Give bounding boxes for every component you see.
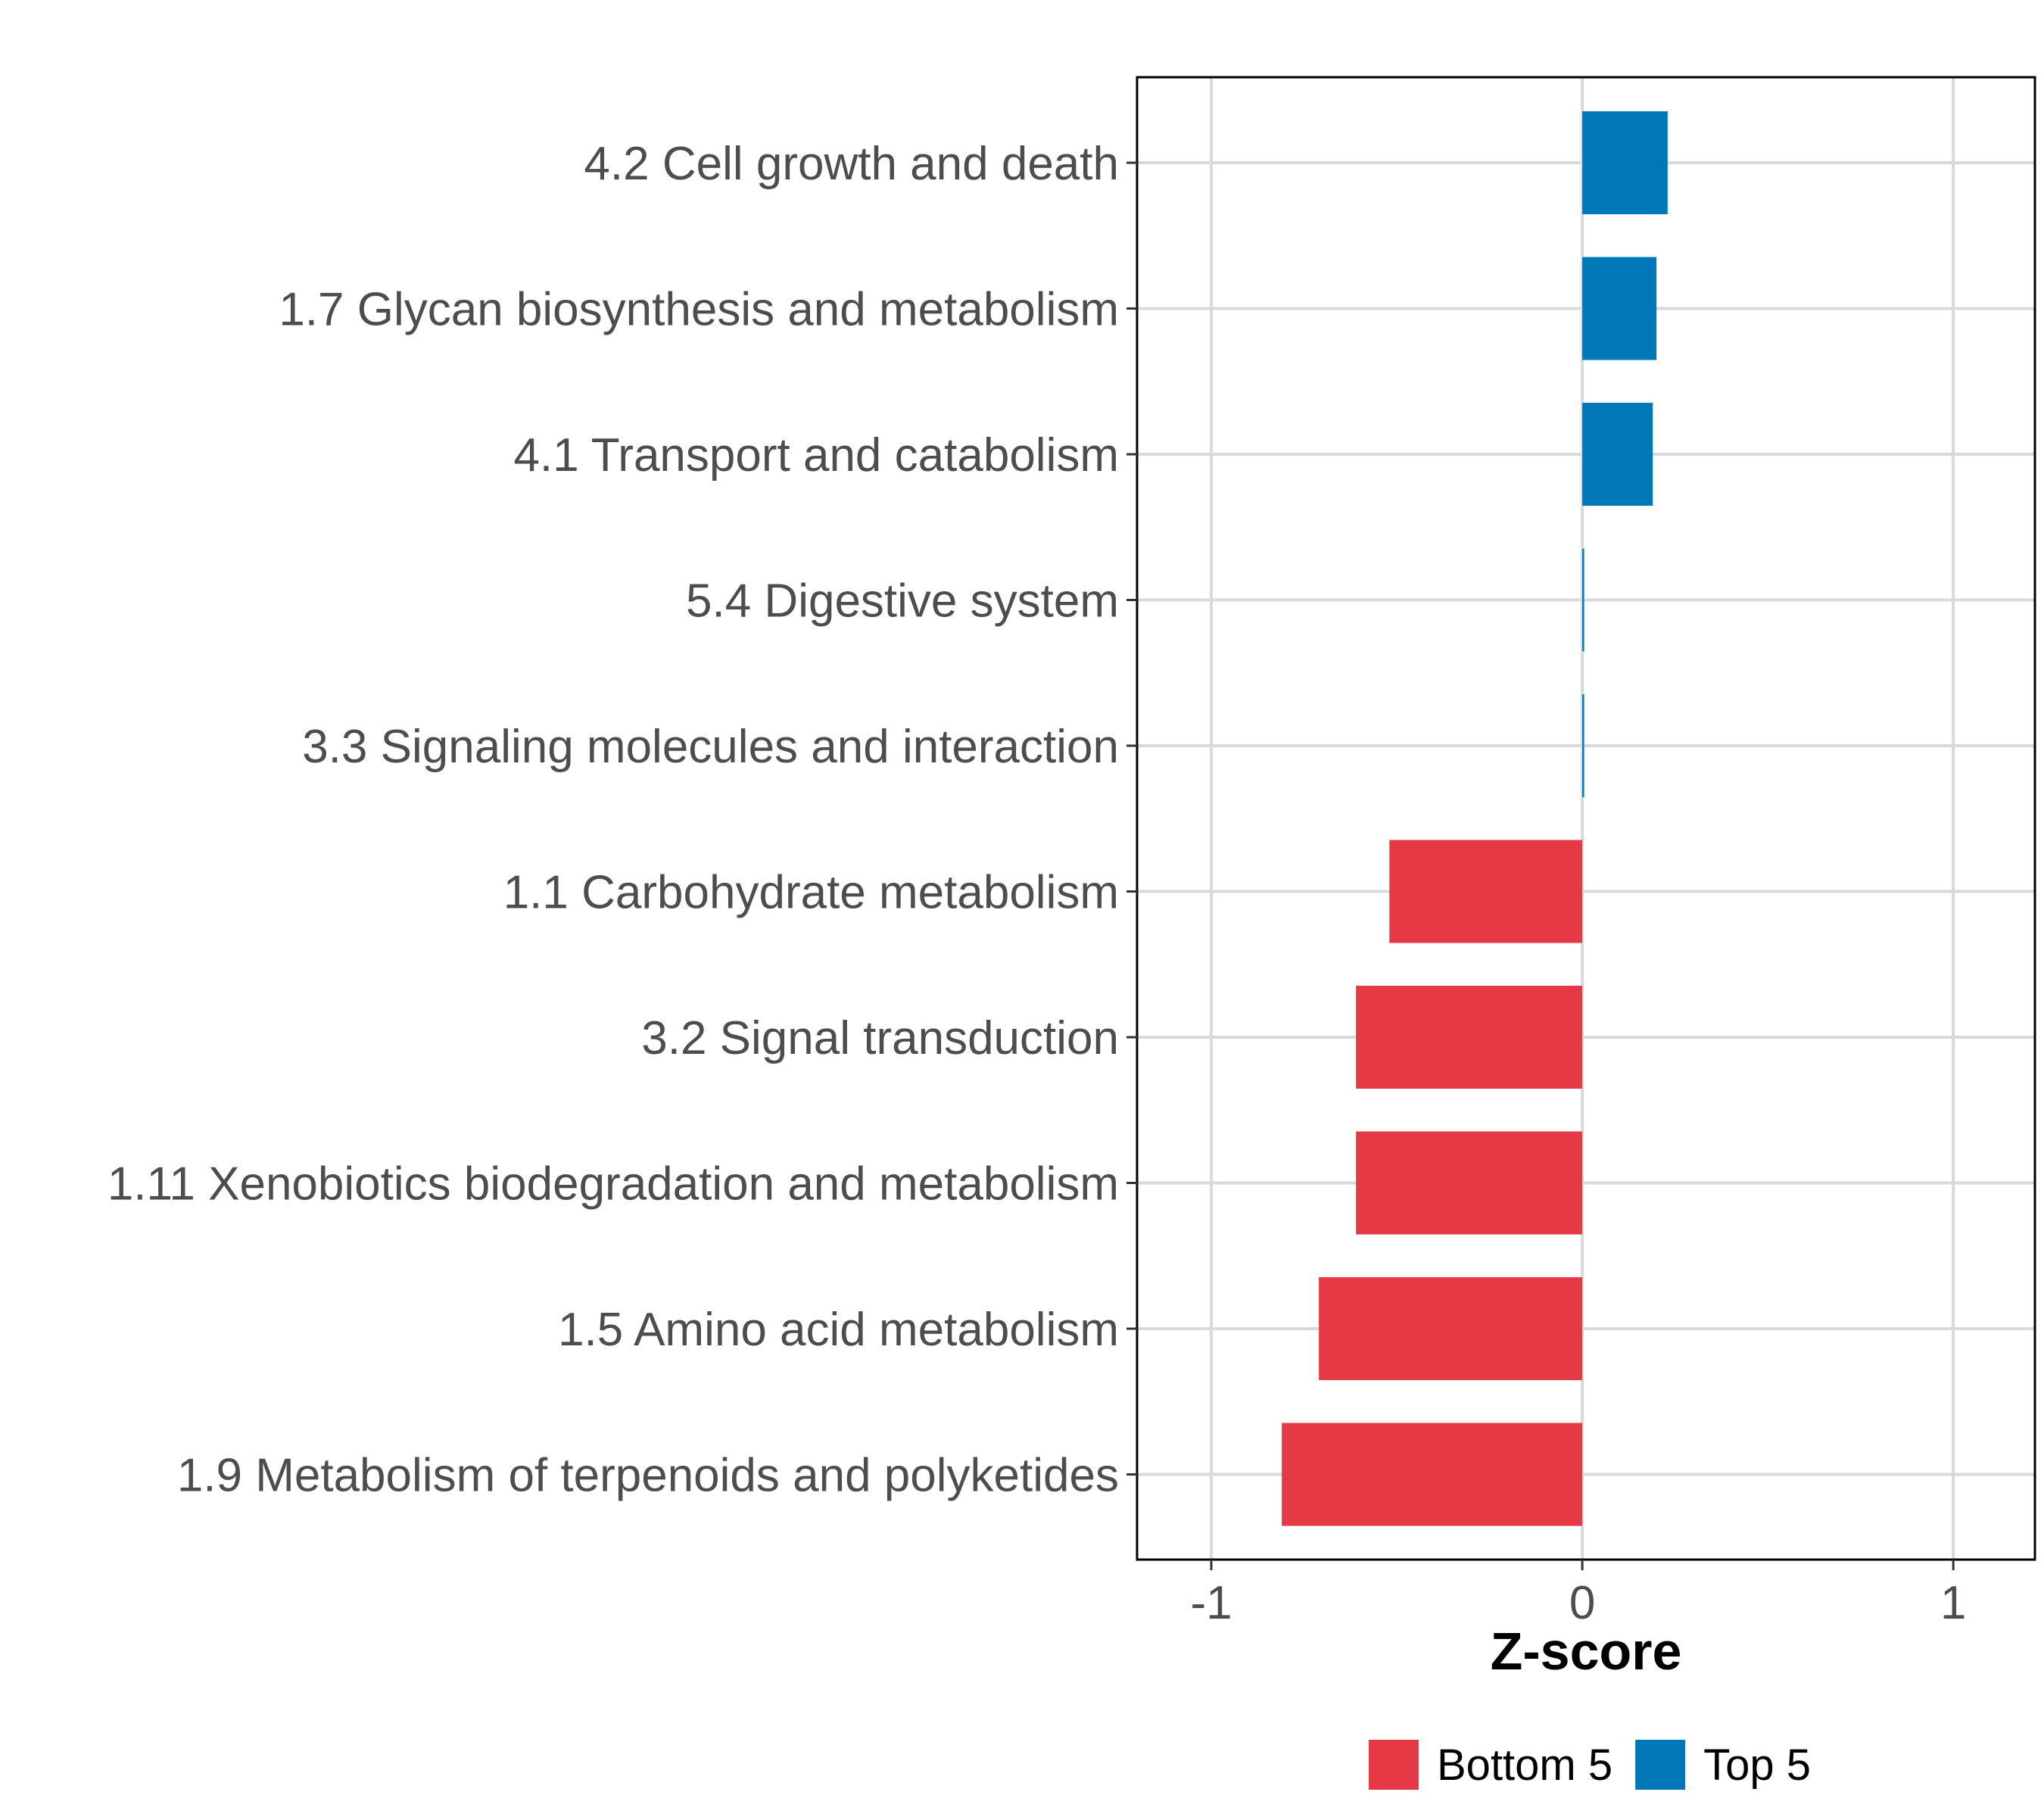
- bar: [1356, 986, 1583, 1089]
- bar: [1282, 1423, 1583, 1526]
- y-tick-label: 5.4 Digestive system: [686, 575, 1119, 628]
- legend-key: [1635, 1740, 1686, 1790]
- y-tick-label: 3.3 Signaling molecules and interaction: [302, 721, 1119, 773]
- y-tick-label: 1.1 Carbohydrate metabolism: [503, 867, 1119, 919]
- y-tick-label: 4.1 Transport and catabolism: [513, 429, 1119, 482]
- bar: [1582, 694, 1584, 797]
- y-tick-label: 1.7 Glycan biosynthesis and metabolism: [279, 284, 1119, 336]
- y-tick-label: 1.5 Amino acid metabolism: [558, 1304, 1119, 1356]
- bars: [1282, 111, 1668, 1526]
- y-tick-label: 3.2 Signal transduction: [641, 1012, 1119, 1064]
- y-tick-label: 1.9 Metabolism of terpenoids and polyket…: [177, 1450, 1119, 1502]
- x-axis: -1 0 1: [1190, 1560, 1966, 1629]
- bar: [1582, 257, 1657, 360]
- legend: Bottom 5 Top 5: [1369, 1740, 1811, 1790]
- y-tick-label: 1.11 Xenobiotics biodegradation and meta…: [107, 1158, 1119, 1211]
- y-tick-label: 4.2 Cell growth and death: [584, 138, 1119, 190]
- bar: [1356, 1131, 1583, 1235]
- x-tick-label: 1: [1940, 1577, 1966, 1629]
- plot-panel-border: [1136, 76, 2036, 1561]
- bar: [1582, 548, 1584, 652]
- x-tick-label: -1: [1190, 1577, 1232, 1629]
- legend-label: Top 5: [1703, 1741, 1811, 1790]
- x-tick-label: 0: [1569, 1577, 1595, 1629]
- bar: [1389, 840, 1583, 943]
- x-axis-title: Z-score: [1491, 1622, 1682, 1681]
- legend-key: [1369, 1740, 1419, 1790]
- y-axis: 4.2 Cell growth and death 1.7 Glycan bios…: [107, 138, 1137, 1502]
- legend-label: Bottom 5: [1437, 1741, 1612, 1790]
- bar: [1319, 1277, 1583, 1380]
- bar: [1582, 403, 1653, 506]
- bar: [1582, 111, 1668, 214]
